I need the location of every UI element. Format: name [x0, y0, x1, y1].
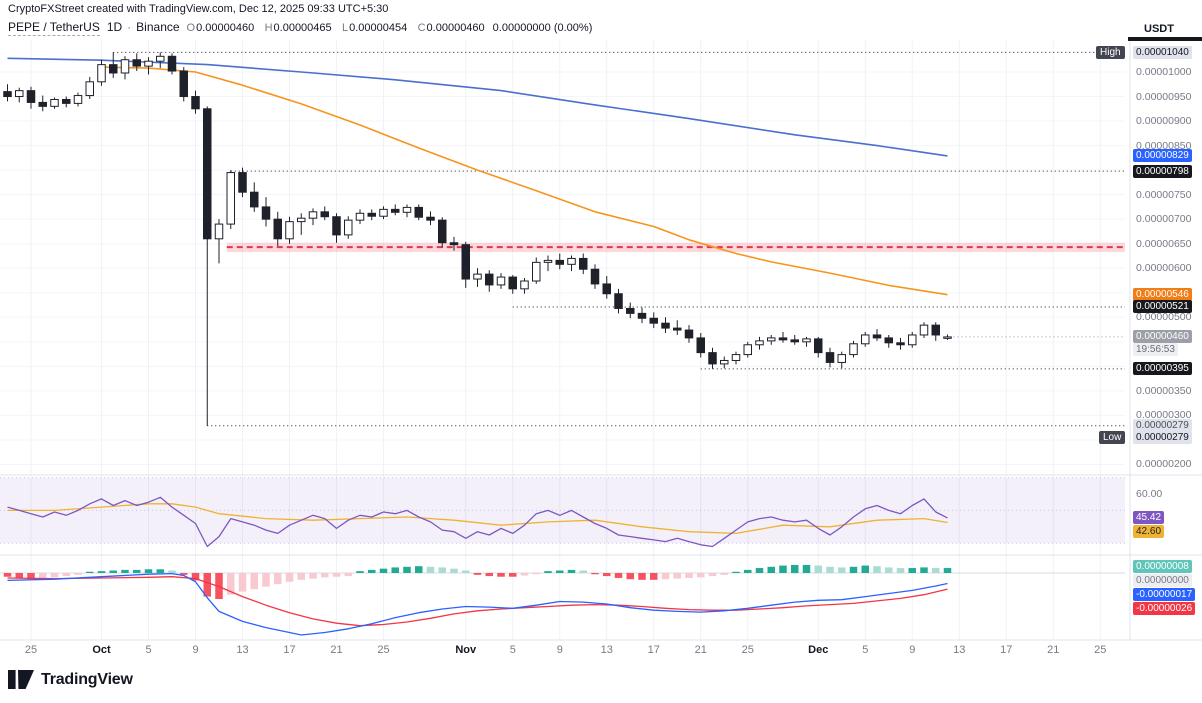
ohlc-values: O0.00000460 H0.00000465 L0.00000454 C0.0… — [180, 20, 485, 34]
symbol-header: PEPE / TetherUS 1D · Binance O0.00000460… — [8, 20, 592, 36]
change-value: 0.00000000 (0.00%) — [492, 22, 593, 34]
rsi-indicator — [7, 496, 948, 548]
tradingview-footer[interactable]: TradingView — [8, 670, 133, 689]
high-value: 0.00000465 — [273, 22, 332, 34]
close-value: 0.00000460 — [426, 22, 485, 34]
low-value: 0.00000454 — [349, 22, 408, 34]
exchange-label: Binance — [136, 20, 180, 34]
interval-label[interactable]: 1D — [106, 20, 123, 34]
currency-label[interactable]: USDT — [1144, 23, 1174, 35]
tradingview-wordmark: TradingView — [41, 670, 133, 688]
rsi-band — [0, 477, 1125, 544]
open-label: O — [186, 22, 196, 34]
candlestick-series — [3, 52, 952, 426]
price-levels — [113, 51, 1125, 427]
open-value: 0.00000460 — [196, 22, 255, 34]
gridlines — [0, 40, 1125, 640]
symbol-name[interactable]: PEPE / TetherUS — [8, 20, 100, 36]
macd-indicator — [3, 564, 952, 636]
panel-chrome — [0, 37, 1202, 641]
resistance-zone — [226, 242, 1125, 253]
separator-dot: · — [127, 20, 132, 34]
tradingview-logo — [8, 670, 34, 689]
low-label: L — [342, 22, 349, 34]
attribution-text: CryptoFXStreet created with TradingView.… — [8, 3, 389, 15]
close-label: C — [417, 22, 426, 34]
high-label: H — [264, 22, 273, 34]
